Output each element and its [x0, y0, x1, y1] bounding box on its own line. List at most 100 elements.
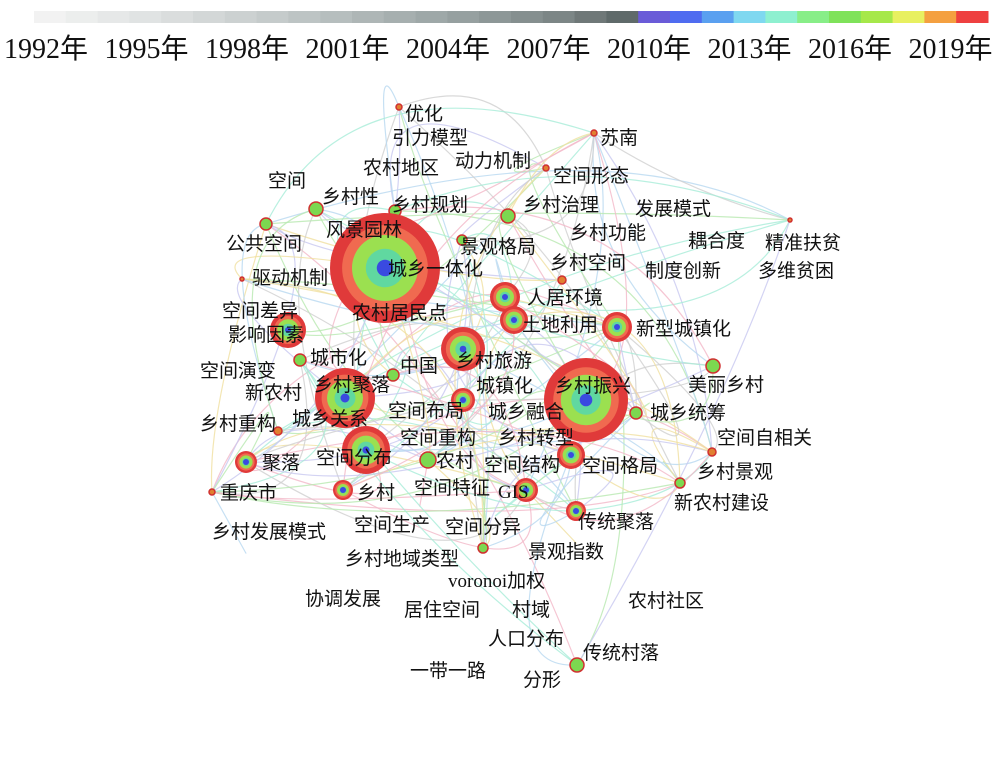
edge: [592, 132, 714, 367]
timeline-segment: [479, 11, 512, 23]
keyword-label: 乡村景观: [697, 461, 773, 483]
node: [208, 488, 216, 496]
edge: [528, 163, 618, 328]
edge: [211, 482, 681, 512]
timeline-segment: [224, 11, 258, 23]
keyword-label: 多维贫困: [758, 260, 834, 282]
timeline-segment: [924, 11, 957, 23]
keyword-label: 农村地区: [363, 157, 439, 179]
edge: [299, 319, 515, 377]
keyword-label: 制度创新: [645, 260, 721, 282]
edge: [394, 175, 791, 221]
edge: [211, 223, 296, 493]
keyword-label: 人居环境: [527, 287, 603, 309]
year-label: 2001年: [306, 33, 390, 65]
keyword-label: 传统村落: [583, 642, 659, 664]
edge: [342, 489, 532, 550]
keyword-label: 城乡关系: [292, 408, 368, 430]
timeline-segment: [765, 11, 798, 23]
keyword-label: 引力模型: [392, 127, 468, 149]
keyword-label: 新型城镇化: [636, 318, 731, 340]
keyword-label: 公共空间: [226, 233, 302, 255]
edge: [513, 319, 713, 466]
timeline-segment: [65, 11, 99, 23]
edge: [344, 313, 515, 399]
timeline-segment: [956, 11, 989, 23]
edge: [211, 106, 401, 493]
node: [569, 657, 585, 673]
year-label: 1995年: [105, 33, 189, 65]
edge: [462, 365, 714, 401]
keyword-label: 空间特征: [414, 477, 490, 499]
node-core: [568, 452, 574, 458]
timeline-segment: [574, 11, 607, 23]
timeline-segment: [733, 11, 766, 23]
edge: [211, 411, 270, 493]
year-label: 2019年: [909, 33, 993, 65]
timeline-segment: [256, 11, 289, 23]
edge: [265, 223, 527, 491]
node: [705, 358, 721, 374]
node: [456, 234, 468, 246]
keyword-label: 乡村聚落: [314, 374, 390, 396]
keyword-label: 发展模式: [635, 198, 711, 220]
keyword-label: 空间演变: [200, 360, 276, 382]
keyword-label: 城乡一体化: [388, 258, 483, 280]
edge: [504, 215, 533, 298]
year-label: 2004年: [406, 33, 490, 65]
timeline-segment: [415, 11, 448, 23]
keyword-label: 农村: [436, 450, 474, 472]
keyword-label: 空间格局: [582, 455, 658, 477]
keyword-label: 空间: [268, 170, 306, 192]
keyword-label: 乡村重构: [200, 413, 276, 435]
edge: [513, 311, 681, 484]
keyword-label: 空间分异: [445, 516, 521, 538]
keyword-label: 空间结构: [484, 454, 560, 476]
node-core: [340, 393, 350, 403]
keyword-label: 耦合度: [688, 230, 745, 252]
edge: [382, 85, 400, 212]
node-core: [573, 508, 579, 514]
edge: [593, 132, 713, 453]
keyword-label: 乡村空间: [550, 252, 626, 274]
keyword-label: 空间分布: [316, 447, 392, 469]
edge: [299, 322, 473, 401]
timeline-segment: [97, 11, 130, 23]
keyword-label: 苏南: [600, 127, 638, 149]
keyword-label: 空间重构: [400, 427, 476, 449]
node: [477, 542, 489, 554]
node: [308, 201, 324, 217]
keyword-label: 城市化: [310, 347, 367, 369]
keyword-label: 精准扶贫: [765, 232, 841, 254]
node: [629, 406, 643, 420]
node-core: [362, 446, 370, 454]
edge: [593, 132, 791, 221]
edge: [651, 427, 713, 484]
keyword-label: 分形: [523, 669, 561, 691]
keyword-label: 土地利用: [522, 314, 598, 336]
edge: [576, 219, 791, 666]
edge: [466, 167, 547, 549]
edge: [245, 461, 527, 541]
keyword-label: 农村社区: [628, 590, 704, 612]
timeline-segment: [193, 11, 226, 23]
edge: [427, 239, 488, 461]
node: [259, 217, 273, 231]
node: [239, 276, 245, 282]
edge: [392, 348, 494, 425]
keyword-label: voronoi加权: [448, 570, 545, 592]
timeline-segment: [542, 11, 576, 23]
node: [395, 103, 403, 111]
keyword-label: 村域: [512, 599, 550, 621]
node: [590, 129, 598, 137]
edge: [211, 489, 527, 500]
edge: [241, 278, 484, 549]
keyword-label: 农村居民点: [352, 302, 447, 324]
keyword-label: 影响因素: [228, 324, 304, 346]
keyword-label: 空间差异: [222, 300, 298, 322]
node-core: [285, 327, 291, 333]
node-core: [614, 324, 620, 330]
node-core: [459, 345, 467, 353]
keyword-label: 乡村规划: [392, 194, 468, 216]
